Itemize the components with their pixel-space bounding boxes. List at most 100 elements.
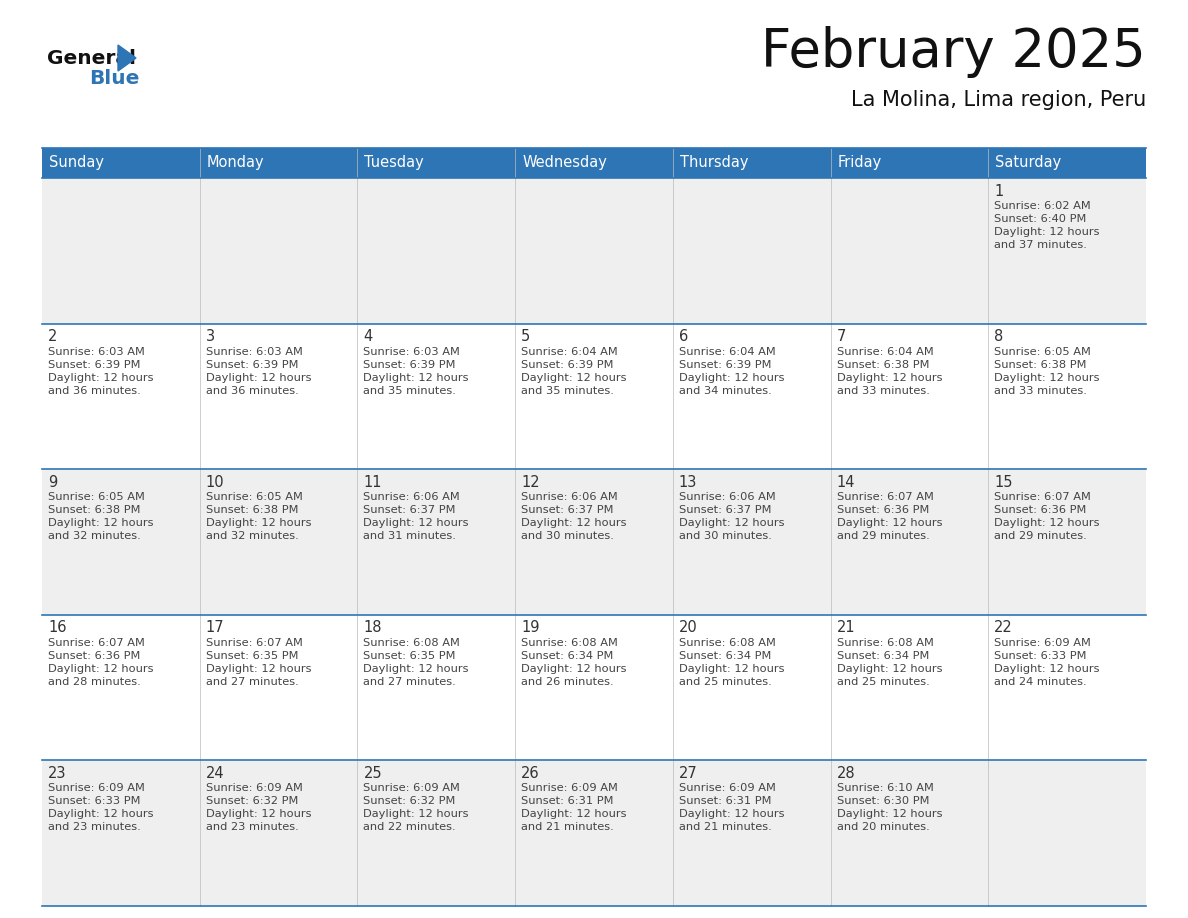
- Text: Daylight: 12 hours: Daylight: 12 hours: [364, 664, 469, 674]
- Text: Daylight: 12 hours: Daylight: 12 hours: [836, 810, 942, 820]
- Bar: [830, 324, 988, 469]
- Text: 4: 4: [364, 329, 373, 344]
- Text: Daylight: 12 hours: Daylight: 12 hours: [678, 810, 784, 820]
- Bar: [200, 469, 358, 615]
- Bar: [42, 615, 200, 760]
- Text: 10: 10: [206, 475, 225, 489]
- Text: and 29 minutes.: and 29 minutes.: [836, 532, 929, 542]
- Bar: [358, 469, 516, 615]
- Text: and 25 minutes.: and 25 minutes.: [678, 677, 772, 687]
- Text: Sunrise: 6:10 AM: Sunrise: 6:10 AM: [836, 783, 934, 793]
- Text: Sunrise: 6:09 AM: Sunrise: 6:09 AM: [364, 783, 460, 793]
- Text: Daylight: 12 hours: Daylight: 12 hours: [678, 373, 784, 383]
- Text: Sunset: 6:38 PM: Sunset: 6:38 PM: [994, 360, 1087, 370]
- Text: Sunrise: 6:05 AM: Sunrise: 6:05 AM: [48, 492, 145, 502]
- Text: Monday: Monday: [207, 155, 265, 171]
- Text: and 32 minutes.: and 32 minutes.: [48, 532, 140, 542]
- Text: and 20 minutes.: and 20 minutes.: [836, 823, 929, 833]
- Text: and 24 minutes.: and 24 minutes.: [994, 677, 1087, 687]
- Text: 5: 5: [522, 329, 530, 344]
- Bar: [672, 615, 830, 760]
- Bar: [358, 615, 516, 760]
- Text: Sunset: 6:33 PM: Sunset: 6:33 PM: [48, 797, 140, 806]
- Text: Sunset: 6:38 PM: Sunset: 6:38 PM: [836, 360, 929, 370]
- Bar: [200, 615, 358, 760]
- Text: Sunset: 6:36 PM: Sunset: 6:36 PM: [836, 505, 929, 515]
- Bar: [200, 148, 358, 178]
- Text: Daylight: 12 hours: Daylight: 12 hours: [206, 810, 311, 820]
- Text: Sunset: 6:32 PM: Sunset: 6:32 PM: [206, 797, 298, 806]
- Text: Sunset: 6:30 PM: Sunset: 6:30 PM: [836, 797, 929, 806]
- Text: Sunset: 6:35 PM: Sunset: 6:35 PM: [364, 651, 456, 661]
- Text: and 21 minutes.: and 21 minutes.: [522, 823, 614, 833]
- Text: Daylight: 12 hours: Daylight: 12 hours: [522, 810, 626, 820]
- Text: and 21 minutes.: and 21 minutes.: [678, 823, 772, 833]
- Text: and 27 minutes.: and 27 minutes.: [364, 677, 456, 687]
- Text: Sunset: 6:39 PM: Sunset: 6:39 PM: [48, 360, 140, 370]
- Bar: [42, 469, 200, 615]
- Text: 15: 15: [994, 475, 1013, 489]
- Text: 1: 1: [994, 184, 1004, 198]
- Text: Sunset: 6:39 PM: Sunset: 6:39 PM: [678, 360, 771, 370]
- Polygon shape: [118, 45, 135, 71]
- Text: 13: 13: [678, 475, 697, 489]
- Text: and 37 minutes.: and 37 minutes.: [994, 240, 1087, 250]
- Bar: [672, 760, 830, 906]
- Text: Sunrise: 6:09 AM: Sunrise: 6:09 AM: [48, 783, 145, 793]
- Bar: [516, 615, 672, 760]
- Text: Sunrise: 6:09 AM: Sunrise: 6:09 AM: [206, 783, 303, 793]
- Text: Sunrise: 6:03 AM: Sunrise: 6:03 AM: [206, 347, 303, 356]
- Text: Sunset: 6:37 PM: Sunset: 6:37 PM: [678, 505, 771, 515]
- Text: La Molina, Lima region, Peru: La Molina, Lima region, Peru: [851, 90, 1146, 110]
- Bar: [42, 178, 200, 324]
- Bar: [200, 324, 358, 469]
- Bar: [42, 148, 200, 178]
- Text: 14: 14: [836, 475, 855, 489]
- Text: and 23 minutes.: and 23 minutes.: [48, 823, 140, 833]
- Text: and 30 minutes.: and 30 minutes.: [678, 532, 772, 542]
- Text: Daylight: 12 hours: Daylight: 12 hours: [48, 518, 153, 528]
- Text: Sunset: 6:33 PM: Sunset: 6:33 PM: [994, 651, 1087, 661]
- Text: Sunset: 6:37 PM: Sunset: 6:37 PM: [522, 505, 614, 515]
- Text: Sunrise: 6:07 AM: Sunrise: 6:07 AM: [994, 492, 1091, 502]
- Text: Daylight: 12 hours: Daylight: 12 hours: [48, 664, 153, 674]
- Bar: [672, 469, 830, 615]
- Text: 28: 28: [836, 766, 855, 781]
- Bar: [516, 760, 672, 906]
- Bar: [830, 615, 988, 760]
- Text: Sunrise: 6:05 AM: Sunrise: 6:05 AM: [206, 492, 303, 502]
- Text: and 33 minutes.: and 33 minutes.: [836, 386, 929, 396]
- Text: Sunset: 6:31 PM: Sunset: 6:31 PM: [678, 797, 771, 806]
- Text: Sunrise: 6:02 AM: Sunrise: 6:02 AM: [994, 201, 1091, 211]
- Text: Daylight: 12 hours: Daylight: 12 hours: [994, 664, 1100, 674]
- Text: Daylight: 12 hours: Daylight: 12 hours: [836, 518, 942, 528]
- Bar: [516, 178, 672, 324]
- Text: Sunset: 6:37 PM: Sunset: 6:37 PM: [364, 505, 456, 515]
- Text: 2: 2: [48, 329, 57, 344]
- Bar: [672, 148, 830, 178]
- Text: Sunday: Sunday: [49, 155, 105, 171]
- Text: Sunset: 6:34 PM: Sunset: 6:34 PM: [522, 651, 613, 661]
- Text: Daylight: 12 hours: Daylight: 12 hours: [522, 664, 626, 674]
- Text: Sunrise: 6:04 AM: Sunrise: 6:04 AM: [678, 347, 776, 356]
- Text: Daylight: 12 hours: Daylight: 12 hours: [206, 373, 311, 383]
- Text: Daylight: 12 hours: Daylight: 12 hours: [994, 518, 1100, 528]
- Text: Sunrise: 6:07 AM: Sunrise: 6:07 AM: [48, 638, 145, 648]
- Text: and 33 minutes.: and 33 minutes.: [994, 386, 1087, 396]
- Text: Sunrise: 6:06 AM: Sunrise: 6:06 AM: [522, 492, 618, 502]
- Text: Tuesday: Tuesday: [365, 155, 424, 171]
- Text: Daylight: 12 hours: Daylight: 12 hours: [836, 373, 942, 383]
- Text: 18: 18: [364, 621, 381, 635]
- Text: and 25 minutes.: and 25 minutes.: [836, 677, 929, 687]
- Text: Sunrise: 6:03 AM: Sunrise: 6:03 AM: [48, 347, 145, 356]
- Text: Saturday: Saturday: [996, 155, 1062, 171]
- Bar: [358, 148, 516, 178]
- Bar: [988, 324, 1146, 469]
- Bar: [358, 324, 516, 469]
- Bar: [830, 469, 988, 615]
- Text: and 22 minutes.: and 22 minutes.: [364, 823, 456, 833]
- Bar: [200, 760, 358, 906]
- Text: Daylight: 12 hours: Daylight: 12 hours: [364, 518, 469, 528]
- Text: 17: 17: [206, 621, 225, 635]
- Bar: [830, 148, 988, 178]
